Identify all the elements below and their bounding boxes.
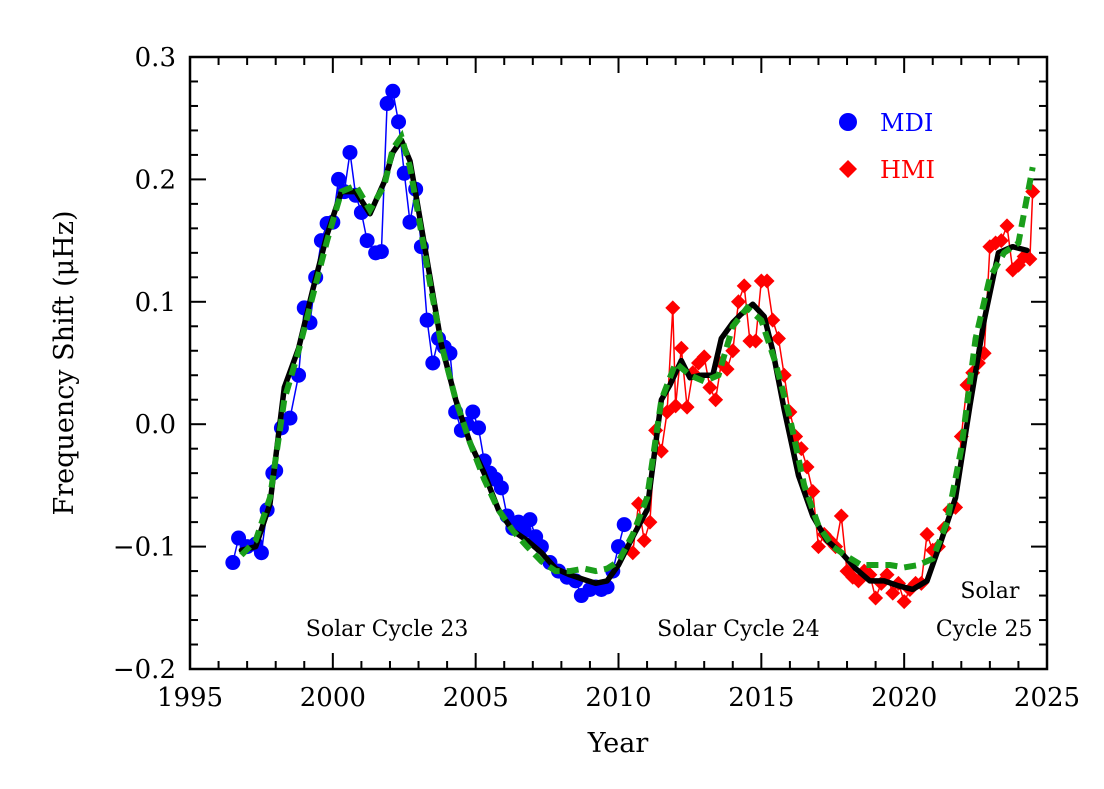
x-tick-label: 2025 [1014, 683, 1080, 713]
hmi-point [642, 514, 658, 530]
x-tick-label: 1995 [157, 683, 223, 713]
hmi-point [679, 399, 695, 415]
mdi-point [225, 555, 241, 571]
y-tick-label: −0.2 [113, 655, 176, 685]
legend-label-hmi: HMI [880, 156, 935, 184]
mdi-line [232, 88, 625, 597]
axis-ticks [189, 56, 1048, 670]
hmi-point [868, 590, 884, 606]
hmi-point [993, 233, 1009, 249]
x-tick-labels: 1995 2000 2005 2010 2015 2020 2025 [157, 683, 1080, 713]
hmi-point [765, 312, 781, 328]
y-tick-label: −0.1 [113, 533, 176, 563]
mdi-point [373, 244, 389, 260]
hmi-point [702, 379, 718, 395]
x-axis-title: Year [587, 728, 649, 759]
hmi-point [673, 340, 689, 356]
legend-marker-hmi [839, 160, 857, 178]
hmi-point [630, 496, 646, 512]
series-layer [225, 83, 1041, 610]
cycle-annotation: Cycle 25 [936, 617, 1033, 642]
y-tick-labels: −0.2 −0.1 0.0 0.1 0.2 0.3 [113, 43, 176, 685]
mdi-point [282, 410, 298, 426]
mdi-point [465, 404, 481, 420]
hmi-point [696, 349, 712, 365]
hmi-point [833, 508, 849, 524]
mdi-point [616, 517, 632, 533]
cycle-annotation: Solar Cycle 24 [657, 617, 820, 642]
cycle-annotation: Solar [960, 579, 1019, 604]
mdi-point [493, 480, 509, 496]
hmi-point [1022, 251, 1038, 267]
mdi-point [419, 312, 435, 328]
y-tick-label: 0.0 [135, 410, 176, 440]
mdi-point [522, 512, 538, 528]
mdi-point [379, 96, 395, 112]
hmi-point [730, 294, 746, 310]
hmi-point [999, 218, 1015, 234]
hmi-point [759, 273, 775, 289]
hmi-point [736, 278, 752, 294]
legend-label-mdi: MDI [880, 109, 933, 137]
x-tick-label: 2005 [443, 683, 509, 713]
mdi-point [359, 233, 375, 249]
cycle-annotation: Solar Cycle 23 [306, 617, 469, 642]
y-axis-title: Frequency Shift (μHz) [49, 211, 80, 516]
x-tick-label: 2015 [728, 683, 794, 713]
mdi-point [331, 171, 347, 187]
x-tick-label: 2010 [585, 683, 651, 713]
hmi-point [919, 526, 935, 542]
hmi-point [885, 585, 901, 601]
mdi-point [253, 545, 269, 561]
mdi-point [342, 144, 358, 160]
hmi-point [668, 398, 684, 414]
hmi-point [805, 484, 821, 500]
hmi-point [636, 532, 652, 548]
x-tick-label: 2000 [300, 683, 366, 713]
mdi-point [425, 355, 441, 371]
mdi-point [402, 214, 418, 230]
y-tick-label: 0.2 [135, 165, 176, 195]
hmi-point [770, 331, 786, 347]
hmi-point [896, 594, 912, 610]
annotations: Solar Cycle 23 Solar Cycle 24 Solar Cycle 2… [306, 579, 1033, 642]
plot-frame [188, 55, 1049, 671]
legend-marker-mdi [839, 113, 857, 131]
hmi-point [665, 300, 681, 316]
y-tick-label: 0.3 [135, 43, 176, 73]
mdi-point [471, 420, 487, 436]
smoothed-curve-green-dashed [239, 129, 1036, 575]
hmi-point [708, 392, 724, 408]
x-tick-label: 2020 [871, 683, 937, 713]
mdi-point [391, 114, 407, 130]
mdi-point [385, 83, 401, 99]
legend: MDI HMI [839, 109, 935, 184]
y-tick-label: 0.1 [135, 288, 176, 318]
hmi-point [748, 333, 764, 349]
hmi-point [810, 539, 826, 555]
